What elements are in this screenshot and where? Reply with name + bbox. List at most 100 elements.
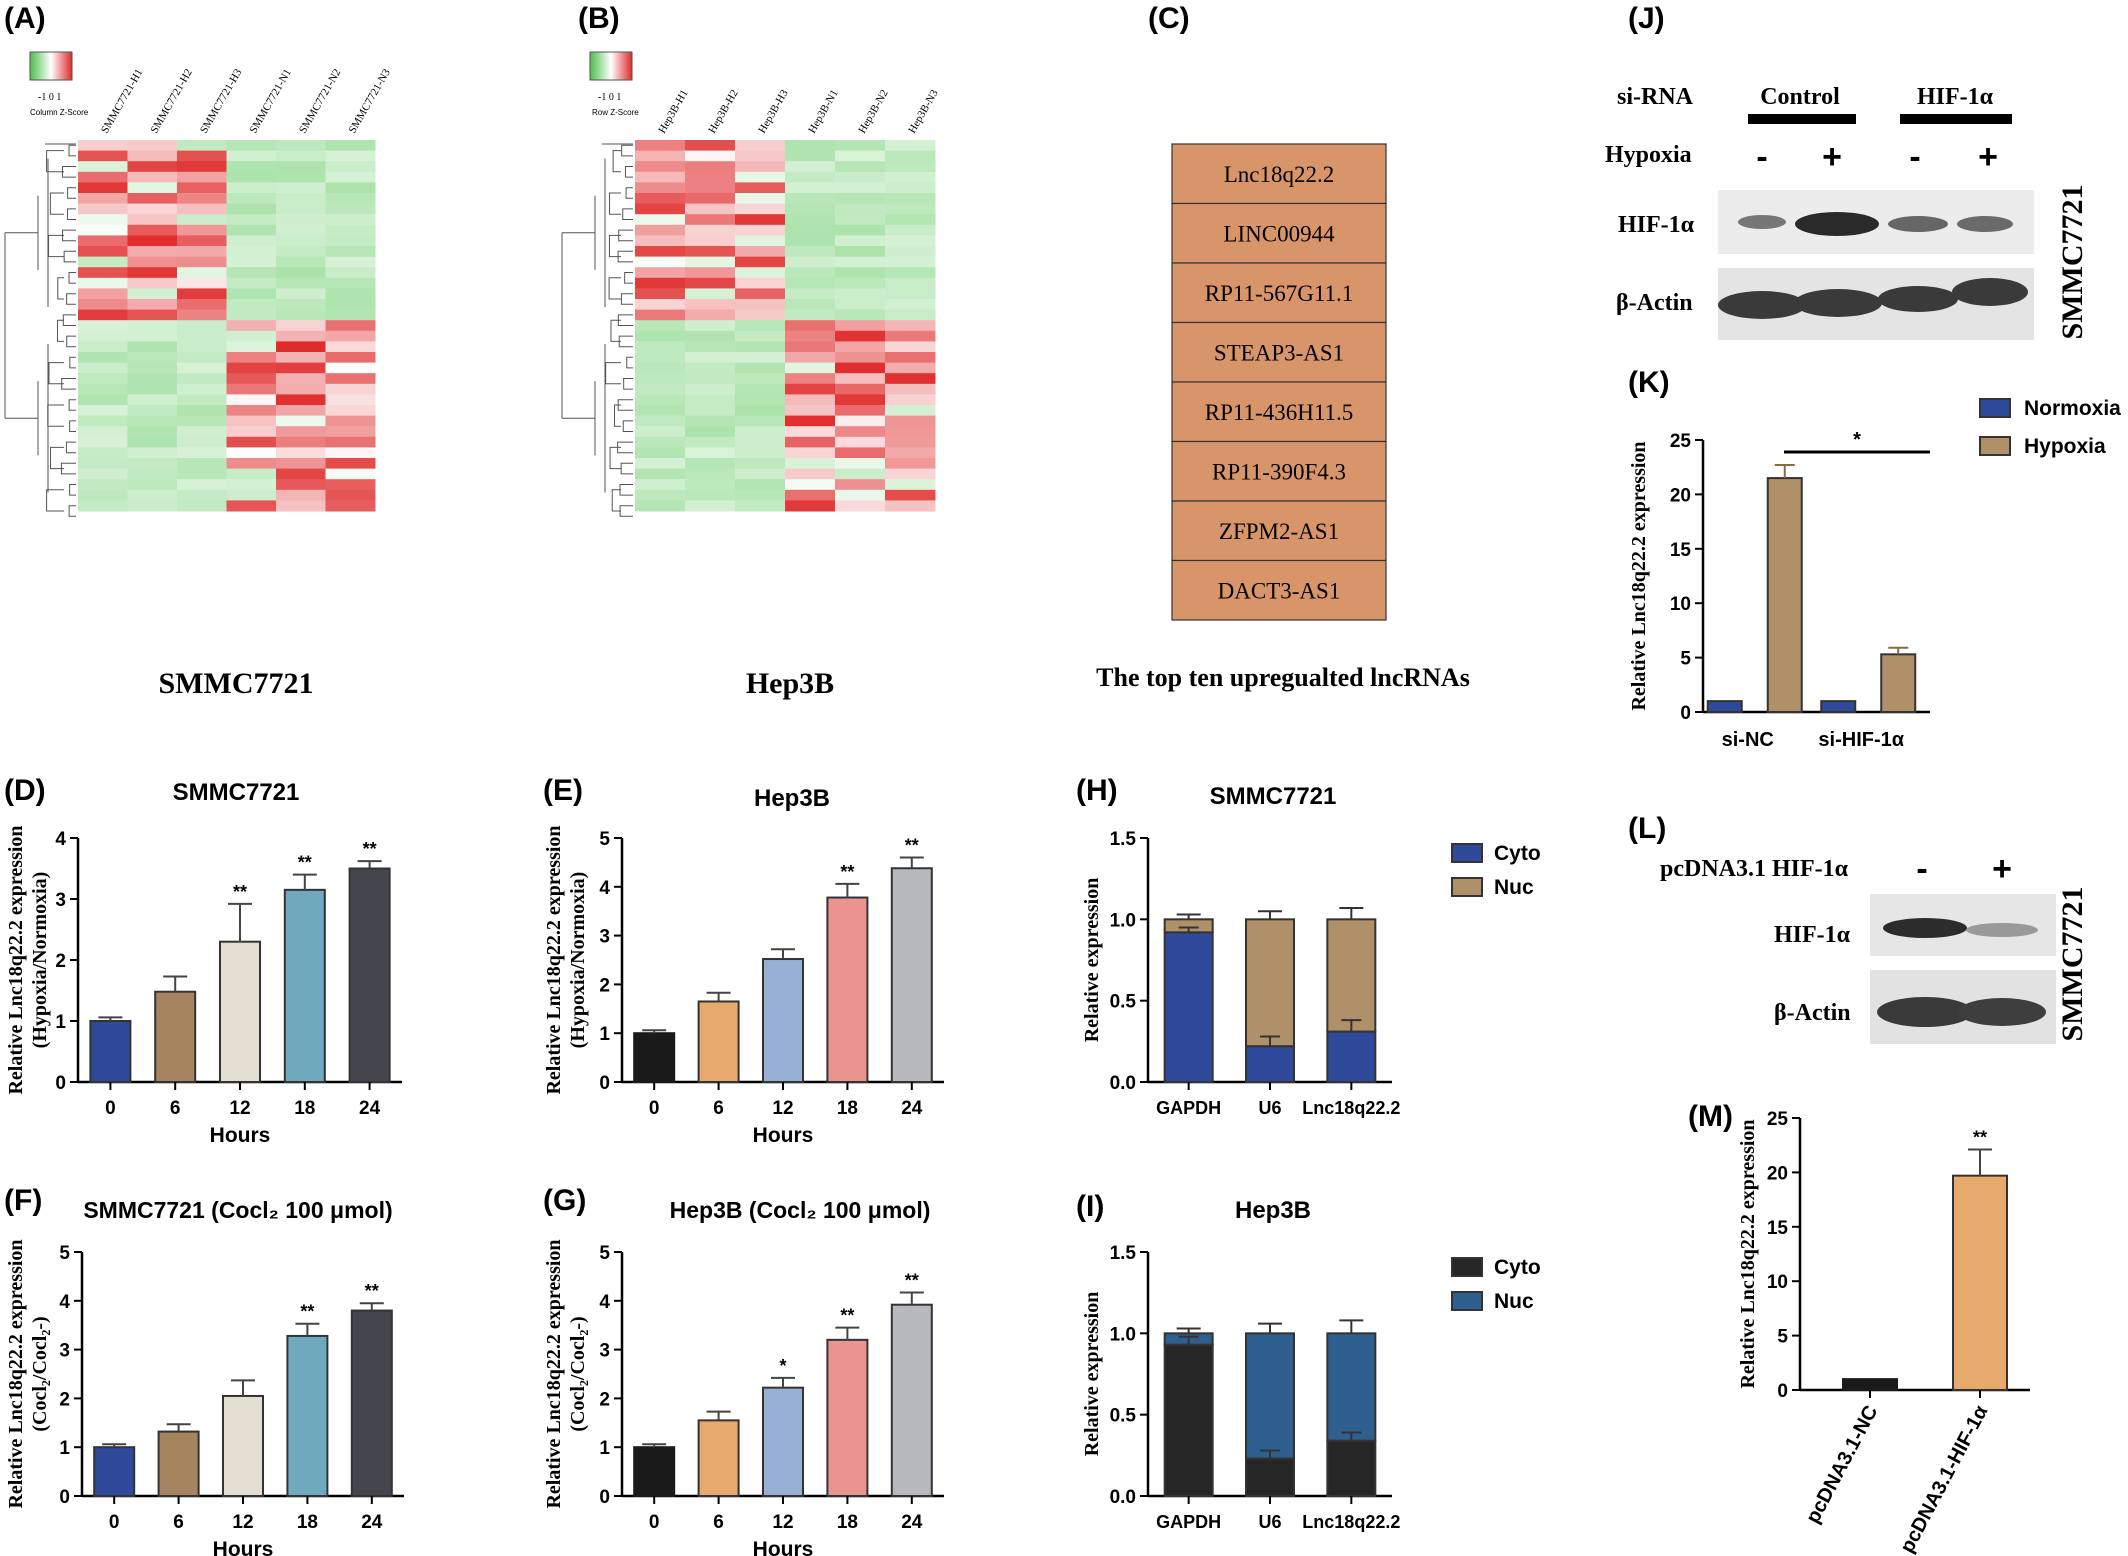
heatmap-cell bbox=[835, 352, 886, 364]
blot-l-sign-1: - bbox=[1916, 850, 1927, 888]
heatmap-cell bbox=[177, 330, 227, 342]
y-axis-label: Relative Lnc18q22.2 expression bbox=[5, 825, 27, 1094]
heatmap-cell bbox=[177, 161, 227, 173]
bar-segment bbox=[1163, 931, 1214, 1084]
heatmap-cell bbox=[835, 277, 886, 289]
legend-label: Nuc bbox=[1494, 876, 1534, 899]
heatmap-cell bbox=[635, 182, 686, 194]
heatmap-cell bbox=[127, 479, 178, 491]
heatmap-cell bbox=[685, 161, 736, 173]
heatmap-cell bbox=[685, 352, 736, 364]
bar bbox=[89, 1020, 132, 1083]
heatmap-cell bbox=[276, 458, 326, 470]
heatmap-cell bbox=[635, 288, 686, 300]
lncrna-table: Lnc18q22.2 LINC00944 RP11-567G11.1 STEAP3-A… bbox=[1171, 143, 1387, 621]
heatmap-cell bbox=[226, 161, 277, 173]
heatmap-cell bbox=[735, 288, 786, 300]
panel-l: (L) pcDNA3.1 HIF-1α - + HIF-1α β-Actin S… bbox=[1628, 812, 2089, 1044]
heatmap-cell bbox=[785, 193, 836, 205]
heatmap-cell bbox=[78, 203, 128, 215]
heatmap-cell bbox=[276, 235, 326, 247]
blot-j-sirna-label: si-RNA bbox=[1617, 84, 1694, 110]
heatmap-cell bbox=[885, 341, 936, 353]
y-tick-label: 0.0 bbox=[1110, 1487, 1136, 1508]
heatmap-cell bbox=[885, 150, 936, 162]
heatmap-cell bbox=[78, 426, 128, 438]
error-bar bbox=[1260, 1035, 1280, 1047]
x-tick-label: 6 bbox=[713, 1098, 724, 1119]
heatmap-cell bbox=[226, 320, 277, 332]
error-bar bbox=[231, 1379, 255, 1396]
heatmap-cell bbox=[835, 140, 886, 152]
heatmap-cell bbox=[177, 500, 227, 512]
y-tick-label: 3 bbox=[599, 927, 610, 948]
error-bar bbox=[1176, 1327, 1201, 1334]
y-tick-label: 0.0 bbox=[1110, 1073, 1136, 1094]
y-axis-label: Relative expression bbox=[1081, 1292, 1103, 1457]
heatmap-cell bbox=[325, 500, 376, 512]
heatmap-cell bbox=[325, 171, 376, 183]
heatmap-cell bbox=[635, 373, 686, 385]
heatmap-cell bbox=[635, 267, 686, 279]
blot-j-band2-label: β-Actin bbox=[1616, 290, 1693, 316]
heatmap-cell bbox=[78, 436, 128, 448]
heatmap-column-label: SMMC7721-H3 bbox=[198, 67, 245, 136]
blot-j-band-2d bbox=[1952, 278, 2028, 306]
heatmap-cell bbox=[835, 330, 886, 342]
y-tick-label: 1 bbox=[599, 1024, 610, 1045]
x-tick-label: 6 bbox=[173, 1512, 184, 1533]
heatmap-cell bbox=[735, 415, 786, 427]
heatmap-column-label: Hep3B-N2 bbox=[856, 88, 891, 136]
x-tick-label: pcDNA3.1-HIF-1α bbox=[1896, 1401, 1992, 1556]
error-bar bbox=[771, 948, 795, 960]
heatmap-cell bbox=[635, 235, 686, 247]
heatmap-cell bbox=[735, 299, 786, 311]
heatmap-cell bbox=[226, 426, 277, 438]
y-axis-label: (Hypoxia/Normoxia) bbox=[567, 872, 589, 1049]
legend-label: Hypoxia bbox=[2024, 435, 2106, 458]
heatmap-column-label: Hep3B-N1 bbox=[806, 88, 841, 136]
heatmap-cell bbox=[635, 277, 686, 289]
error-bar bbox=[1178, 1335, 1199, 1345]
heatmap-cell bbox=[735, 224, 786, 236]
bar-segment bbox=[1326, 918, 1377, 1033]
heatmap-a-key-ticks: -1 0 1 bbox=[38, 92, 61, 103]
heatmap-b-key-title: Row Z-Score bbox=[592, 108, 639, 117]
x-tick-label: 6 bbox=[170, 1098, 181, 1119]
error-bar bbox=[706, 991, 731, 1002]
heatmap-cell bbox=[735, 330, 786, 342]
heatmap-cell bbox=[226, 214, 277, 226]
heatmap-cell bbox=[835, 182, 886, 194]
error-bar bbox=[642, 1443, 667, 1448]
heatmap-cell bbox=[885, 500, 936, 512]
heatmap-cell bbox=[226, 373, 277, 385]
heatmap-column-label: SMMC7721-N1 bbox=[247, 67, 293, 135]
y-tick-label: 2 bbox=[599, 975, 610, 996]
heatmap-cell bbox=[78, 235, 128, 247]
error-bar bbox=[357, 860, 382, 869]
panel-label-b: (B) bbox=[578, 2, 620, 35]
heatmap-cell bbox=[735, 394, 786, 406]
y-tick-label: 1.5 bbox=[1110, 1243, 1137, 1264]
heatmap-cell bbox=[127, 299, 178, 311]
heatmap-cell bbox=[685, 341, 736, 353]
heatmap-cell bbox=[226, 352, 277, 364]
heatmap-cell bbox=[127, 362, 178, 374]
heatmap-cell bbox=[835, 373, 886, 385]
heatmap-cell bbox=[785, 405, 836, 417]
bar-segment bbox=[1245, 1045, 1295, 1084]
blot-j-hif-label: HIF-1α bbox=[1917, 84, 1994, 110]
blot-l-cell-line: SMMC7721 bbox=[2056, 887, 2089, 1042]
bar-segment bbox=[1163, 1343, 1214, 1497]
heatmap-cell bbox=[276, 373, 326, 385]
heatmap-cell bbox=[276, 267, 326, 279]
heatmap-cell bbox=[276, 246, 326, 258]
heatmap-cell bbox=[127, 468, 178, 480]
heatmap-cell bbox=[885, 489, 936, 501]
heatmap-cell bbox=[735, 203, 786, 215]
y-axis-label: (Hypoxia/Normoxia) bbox=[29, 872, 51, 1049]
heatmap-cell bbox=[735, 235, 786, 247]
heatmap-cell bbox=[735, 309, 786, 321]
x-tick-label: GAPDH bbox=[1156, 1098, 1221, 1118]
